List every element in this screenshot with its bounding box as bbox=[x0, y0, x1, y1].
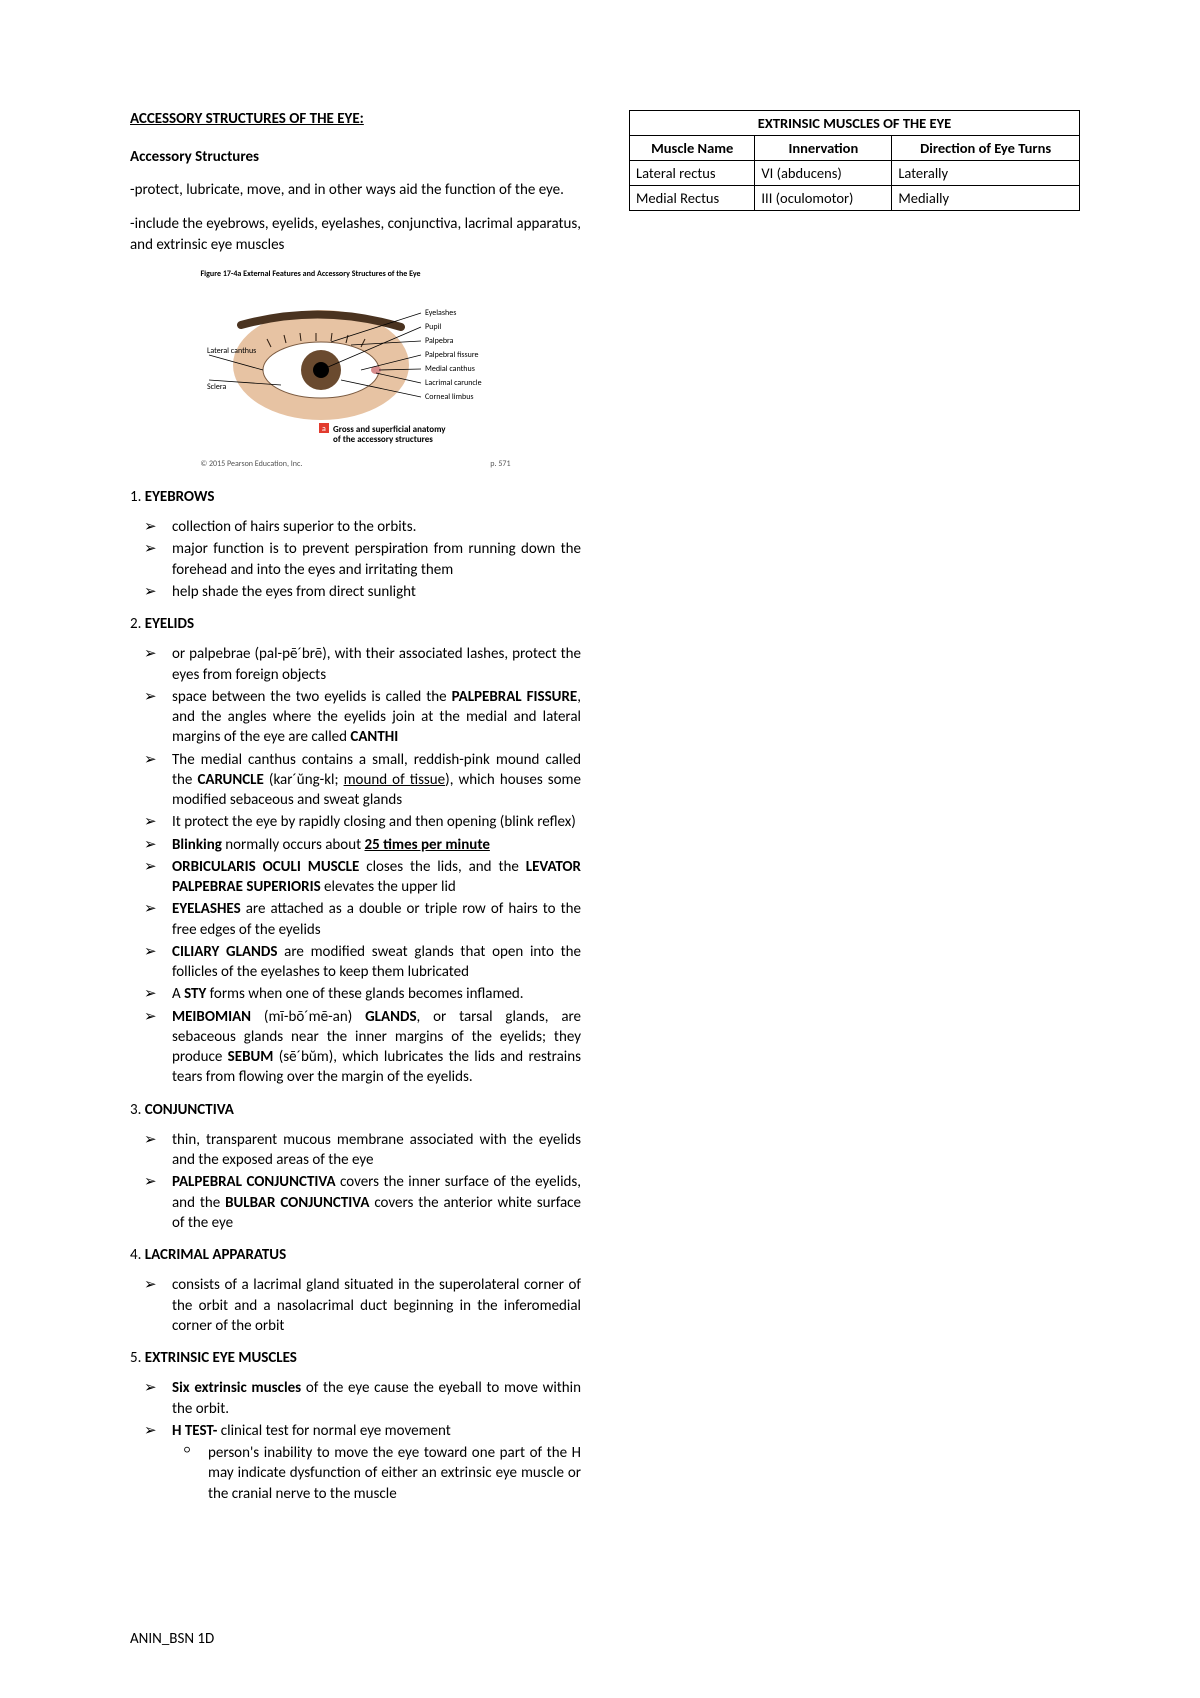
eye-figure: Figure 17-4a External Features and Acces… bbox=[201, 269, 511, 469]
extrinsic-muscles-table: EXTRINSIC MUSCLES OF THE EYE Muscle Name… bbox=[629, 110, 1080, 211]
intro-para-1: -protect, lubricate, move, and in other … bbox=[130, 180, 581, 200]
figure-copyright: © 2015 Pearson Education, Inc. bbox=[201, 459, 303, 469]
list-item: collection of hairs superior to the orbi… bbox=[166, 517, 581, 537]
list-item: thin, transparent mucous membrane associ… bbox=[166, 1130, 581, 1171]
list-item: space between the two eyelids is called … bbox=[166, 687, 581, 748]
list-item: A STY forms when one of these glands bec… bbox=[166, 984, 581, 1004]
label-corneal-limbus: Corneal limbus bbox=[425, 392, 474, 402]
list-item: CILIARY GLANDS are modified sweat glands… bbox=[166, 942, 581, 983]
label-sclera: Sclera bbox=[207, 382, 227, 392]
section-conjunctiva-header: 3. CONJUNCTIVA bbox=[130, 1100, 581, 1120]
label-lateral-canthus: Lateral canthus bbox=[207, 346, 256, 356]
section-lacrimal-header: 4. LACRIMAL APPARATUS bbox=[130, 1245, 581, 1265]
table-row: Medial RectusIII (oculomotor)Medially bbox=[630, 186, 1080, 211]
table-header: Direction of Eye Turns bbox=[892, 136, 1080, 161]
table-row: Lateral rectusVI (abducens)Laterally bbox=[630, 161, 1080, 186]
table-header: Innervation bbox=[755, 136, 892, 161]
eye-diagram-svg: Lateral canthus Sclera Eyelashes Pupil P… bbox=[201, 285, 511, 455]
list-item: help shade the eyes from direct sunlight bbox=[166, 582, 581, 602]
label-lacrimal-caruncle: Lacrimal caruncle bbox=[425, 378, 482, 388]
list-item: MEIBOMIAN (mī-bō´mē-an) GLANDS, or tarsa… bbox=[166, 1007, 581, 1088]
label-palpebral-fissure: Palpebral fissure bbox=[425, 350, 478, 360]
table-title: EXTRINSIC MUSCLES OF THE EYE bbox=[630, 111, 1080, 136]
list-item: Six extrinsic muscles of the eye cause t… bbox=[166, 1378, 581, 1419]
list-item: consists of a lacrimal gland situated in… bbox=[166, 1275, 581, 1336]
label-medial-canthus: Medial canthus bbox=[425, 364, 475, 374]
page-title: ACCESSORY STRUCTURES OF THE EYE: bbox=[130, 110, 581, 128]
subtitle: Accessory Structures bbox=[130, 148, 581, 166]
figure-page-ref: p. 571 bbox=[490, 459, 510, 469]
intro-para-2: -include the eyebrows, eyelids, eyelashe… bbox=[130, 214, 581, 255]
figure-caption-top: Figure 17-4a External Features and Acces… bbox=[201, 269, 511, 279]
svg-text:a: a bbox=[322, 424, 326, 434]
list-item: EYELASHES are attached as a double or tr… bbox=[166, 899, 581, 940]
list-item: ORBICULARIS OCULI MUSCLE closes the lids… bbox=[166, 857, 581, 898]
page-footer: ANIN_BSN 1D bbox=[130, 1630, 214, 1648]
list-item: or palpebrae (pal-pē´brē), with their as… bbox=[166, 644, 581, 685]
list-item: Blinking normally occurs about 25 times … bbox=[166, 835, 581, 855]
list-item: It protect the eye by rapidly closing an… bbox=[166, 812, 581, 832]
sub-list-item: person's inability to move the eye towar… bbox=[202, 1443, 581, 1504]
list-item: major function is to prevent perspiratio… bbox=[166, 539, 581, 580]
section-eyelids-header: 2. EYELIDS bbox=[130, 614, 581, 634]
list-item: PALPEBRAL CONJUNCTIVA covers the inner s… bbox=[166, 1172, 581, 1233]
label-eyelashes: Eyelashes bbox=[425, 308, 456, 318]
label-pupil: Pupil bbox=[425, 322, 441, 332]
table-header: Muscle Name bbox=[630, 136, 755, 161]
section-eyebrows-header: 1. EYEBROWS bbox=[130, 487, 581, 507]
section-extrinsic-header: 5. EXTRINSIC EYE MUSCLES bbox=[130, 1348, 581, 1368]
list-item: The medial canthus contains a small, red… bbox=[166, 750, 581, 811]
figure-caption-box: Gross and superficial anatomy of the acc… bbox=[333, 425, 453, 445]
label-palpebra: Palpebra bbox=[425, 336, 454, 346]
list-item: H TEST- clinical test for normal eye mov… bbox=[166, 1421, 581, 1504]
